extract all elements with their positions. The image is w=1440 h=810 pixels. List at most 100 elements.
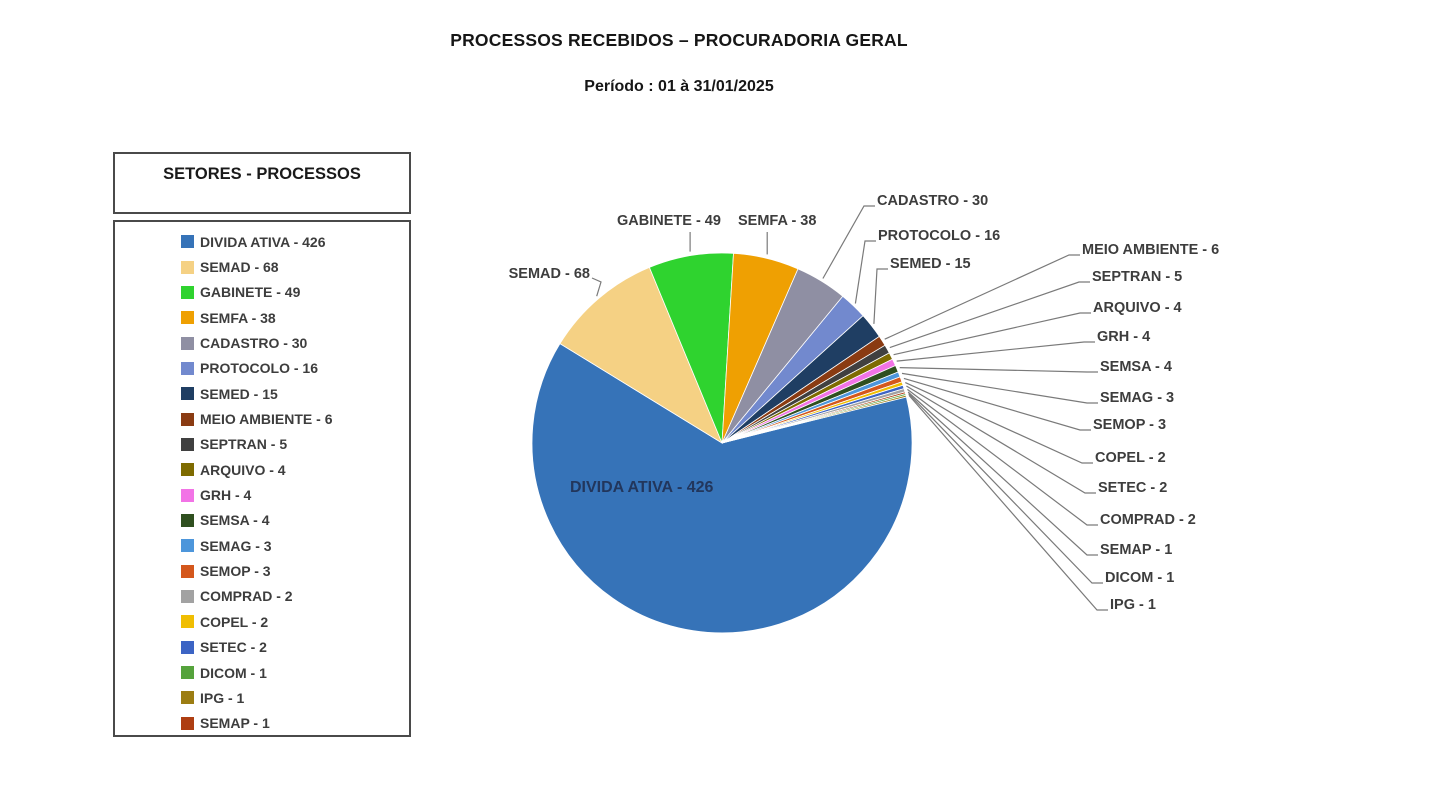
callout-line-semop [903,377,1091,431]
legend-header-box: SETORES - PROCESSOS [113,152,411,214]
legend-item-divida-ativa: DIVIDA ATIVA - 426 [181,229,409,254]
legend-item-label: COPEL - 2 [200,613,269,630]
legend-item-label: GABINETE - 49 [200,284,301,301]
pie-slice-semad[interactable] [559,266,723,444]
callout-line-setec [906,385,1096,494]
legend-item-arquivo: ARQUIVO - 4 [181,457,409,482]
legend-swatch-copel [181,615,194,629]
legend-item-semsa: SEMSA - 4 [181,508,409,533]
callout-line-ipg [908,395,1108,611]
legend-swatch-arquivo [181,463,194,477]
callout-line-semad [591,277,602,297]
legend-item-label: SEMED - 15 [200,385,278,402]
legend-swatch-semap [181,716,194,730]
callout-label-grh: GRH - 4 [1097,329,1150,345]
legend-item-label: DIVIDA ATIVA - 426 [200,233,326,250]
callout-label-dicom: DICOM - 1 [1105,570,1174,586]
pie-slice-ipg[interactable] [721,394,907,444]
legend-item-label: IPG - 1 [200,689,245,706]
callout-line-dicom [908,393,1103,584]
legend-item-semap: SEMAP - 1 [181,711,409,736]
legend-swatch-semsa [181,513,194,527]
legend-item-label: SEMSA - 4 [200,512,270,529]
legend-swatch-semfa [181,311,194,325]
callout-label-cadastro: CADASTRO - 30 [877,193,988,209]
legend-item-label: SETEC - 2 [200,639,267,656]
legend-swatch-semop [181,564,194,578]
legend-item-label: SEPTRAN - 5 [200,436,288,453]
callout-label-semad: SEMAD - 68 [509,266,590,282]
callout-line-comprad [907,388,1098,526]
legend-item-label: SEMOP - 3 [200,563,271,580]
page-subtitle: Período : 01 à 31/01/2025 [584,78,774,95]
legend-swatch-gabinete [181,285,194,299]
legend-item-grh: GRH - 4 [181,482,409,507]
legend-item-label: PROTOCOLO - 16 [200,360,318,377]
legend-swatch-semag [181,539,194,553]
page-title: PROCESSOS RECEBIDOS – PROCURADORIA GERAL [450,30,908,50]
legend-item-comprad: COMPRAD - 2 [181,584,409,609]
callout-label-setec: SETEC - 2 [1098,480,1167,496]
callout-label-arquivo: ARQUIVO - 4 [1093,300,1182,316]
legend-swatch-meio-ambiente [181,412,194,426]
legend-item-label: CADASTRO - 30 [200,335,308,352]
legend-item-label: DICOM - 1 [200,664,267,681]
legend-item-label: GRH - 4 [200,487,252,504]
callout-line-arquivo [893,312,1091,356]
legend-item-gabinete: GABINETE - 49 [181,280,409,305]
callout-label-semsa: SEMSA - 4 [1100,359,1172,375]
legend-swatch-protocolo [181,361,194,375]
legend-item-septran: SEPTRAN - 5 [181,432,409,457]
legend-item-label: SEMFA - 38 [200,309,276,326]
pie-inner-label: DIVIDA ATIVA - 426 [570,479,714,496]
callout-line-semsa [899,367,1098,373]
callout-line-grh [896,341,1095,362]
pie-slice-divida-ativa[interactable] [531,343,913,634]
callout-label-copel: COPEL - 2 [1095,450,1166,466]
legend-swatch-divida-ativa [181,235,194,249]
legend-swatch-semad [181,260,194,274]
legend-item-semfa: SEMFA - 38 [181,305,409,330]
legend-swatch-semed [181,387,194,401]
legend-item-label: ARQUIVO - 4 [200,461,286,478]
callout-label-semed: SEMED - 15 [890,256,971,272]
legend-item-label: SEMAP - 1 [200,715,270,732]
legend-item-semop: SEMOP - 3 [181,558,409,583]
legend-item-label: SEMAG - 3 [200,537,272,554]
legend-item-label: SEMAD - 68 [200,259,279,276]
callout-label-semop: SEMOP - 3 [1093,417,1166,433]
legend-swatch-dicom [181,666,194,680]
legend-item-cadastro: CADASTRO - 30 [181,330,409,355]
legend-swatch-grh [181,488,194,502]
legend-item-label: COMPRAD - 2 [200,588,293,605]
callout-label-septran: SEPTRAN - 5 [1092,269,1182,285]
legend-items-box: DIVIDA ATIVA - 426 SEMAD - 68 GABINETE - 4… [113,220,411,737]
callout-line-protocolo [854,240,876,304]
legend-item-semag: SEMAG - 3 [181,533,409,558]
legend-swatch-cadastro [181,336,194,350]
callout-line-septran [889,281,1090,349]
callout-label-ipg: IPG - 1 [1110,597,1156,613]
callout-label-gabinete: GABINETE - 49 [617,213,721,229]
callout-line-meio-ambiente [884,254,1080,340]
legend-swatch-ipg [181,691,194,705]
callout-line-semap [907,391,1098,556]
legend-swatch-comprad [181,589,194,603]
legend-swatch-septran [181,437,194,451]
legend-item-setec: SETEC - 2 [181,635,409,660]
legend-item-ipg: IPG - 1 [181,685,409,710]
callout-label-semap: SEMAP - 1 [1100,542,1172,558]
legend-item-semad: SEMAD - 68 [181,254,409,279]
callout-line-semag [901,372,1098,404]
legend-item-protocolo: PROTOCOLO - 16 [181,356,409,381]
legend-item-meio-ambiente: MEIO AMBIENTE - 6 [181,406,409,431]
legend-item-label: MEIO AMBIENTE - 6 [200,411,333,428]
legend-swatch-setec [181,640,194,654]
legend-item-semed: SEMED - 15 [181,381,409,406]
legend-header: SETORES - PROCESSOS [163,165,361,183]
callout-line-cadastro [822,205,875,279]
legend-item-dicom: DICOM - 1 [181,660,409,685]
callout-line-copel [905,382,1093,464]
